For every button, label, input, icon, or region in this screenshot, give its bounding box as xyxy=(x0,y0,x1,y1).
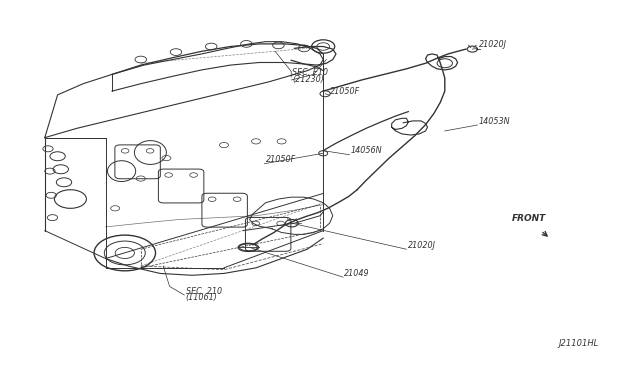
Text: 21020J: 21020J xyxy=(479,40,507,49)
Text: J21101HL: J21101HL xyxy=(558,339,598,348)
Text: SEC. E10: SEC. E10 xyxy=(292,68,328,77)
Text: 21050F: 21050F xyxy=(330,87,360,96)
Text: 14056N: 14056N xyxy=(351,147,382,155)
Text: 14053N: 14053N xyxy=(479,117,510,126)
Text: 21050F: 21050F xyxy=(266,155,296,164)
Text: 21020J: 21020J xyxy=(408,241,436,250)
Text: FRONT: FRONT xyxy=(512,214,547,223)
Text: 21049: 21049 xyxy=(344,269,370,278)
Text: SEC. 210: SEC. 210 xyxy=(186,287,221,296)
Text: (11061): (11061) xyxy=(186,294,218,302)
Text: (21230): (21230) xyxy=(292,75,324,84)
